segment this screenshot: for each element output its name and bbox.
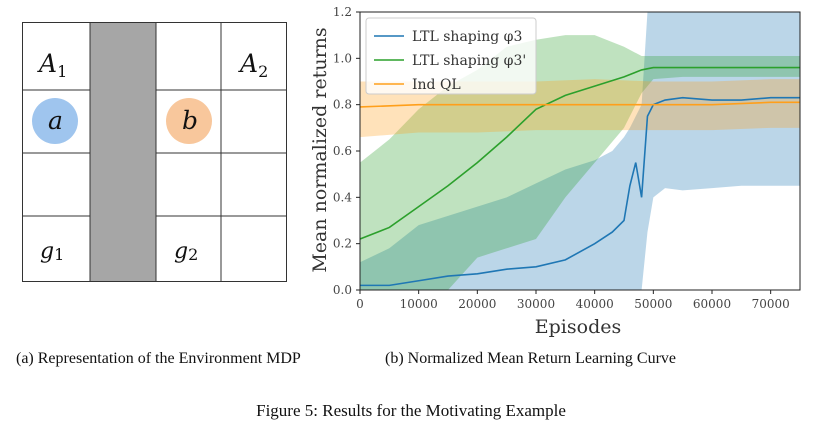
y-tick-label: 0.2 [333,237,352,251]
y-axis-label: Mean normalized returns [309,27,331,272]
x-tick-label: 20000 [458,297,496,311]
environment-gridworld: A1 A2 a b g1 g2 [22,22,287,282]
x-tick-label: 50000 [634,297,672,311]
x-tick-label: 40000 [576,297,614,311]
legend-label-0: LTL shaping φ3 [412,29,522,45]
series-band-1 [360,35,800,290]
figure-caption: Figure 5: Results for the Motivating Exa… [256,401,566,420]
series-line-1 [359,66,800,240]
x-tick-label: 30000 [517,297,555,311]
x-tick-label: 70000 [752,297,790,311]
cell-g1: g1 [40,239,64,264]
caption-a: (a) Representation of the Environment MD… [16,350,301,367]
caption-b: (b) Normalized Mean Return Learning Curv… [385,350,677,367]
cell-A2: A2 [238,49,268,81]
y-tick-label: 1.2 [333,5,352,19]
x-axis-label: Episodes [535,316,621,338]
y-tick-label: 0.4 [333,190,352,204]
agent-a-circle [32,98,78,144]
cell-A1: A1 [37,49,67,81]
series-line-0 [360,96,800,287]
agent-b-circle [166,98,212,144]
wall [90,22,156,282]
grid-lines [22,22,287,282]
y-tick-label: 0.6 [333,144,352,158]
x-tick-label: 60000 [693,297,731,311]
x-tick-label: 0 [356,297,364,311]
series-line-2 [359,101,800,108]
legend-label-2: Ind QL [412,77,461,93]
agent-a-label: a [48,106,63,135]
cell-g2: g2 [174,239,198,264]
y-tick-label: 0.8 [333,98,352,112]
agent-b-label: b [182,106,198,135]
y-tick-label: 0.0 [333,283,352,297]
learning-curve-chart: 0 10000 20000 30000 40000 50000 60000 70000 0.0 0… [309,5,801,338]
legend-box [365,17,537,95]
y-tick-label: 1.0 [333,51,352,65]
series-band-0 [360,12,800,290]
x-tick-label: 10000 [400,297,438,311]
legend-label-1: LTL shaping φ3' [412,53,526,69]
